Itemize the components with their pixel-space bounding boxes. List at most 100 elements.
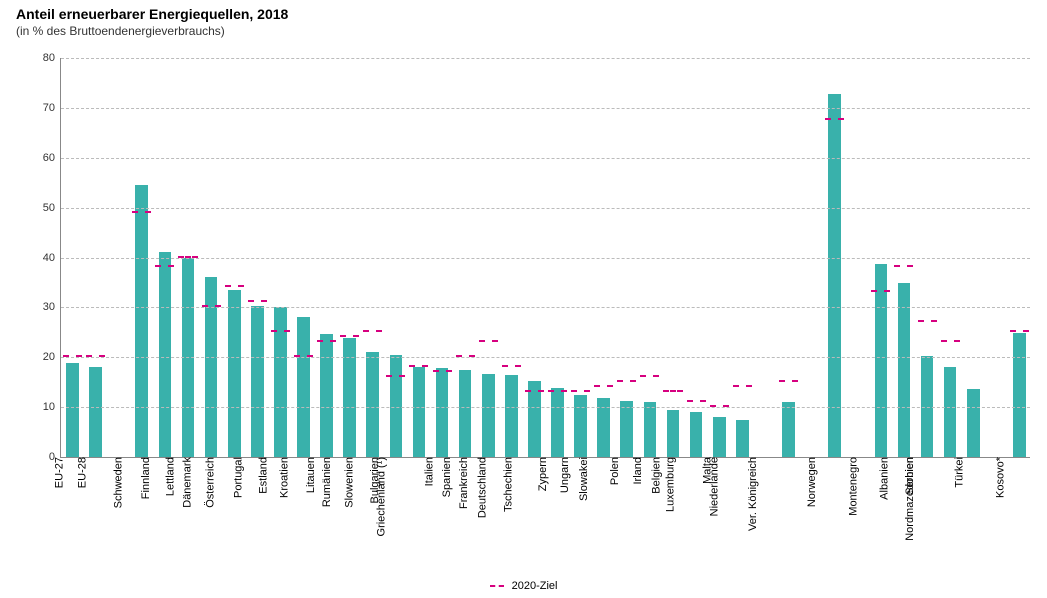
bar [66,363,79,457]
x-tick-label: Rumänien [317,457,333,507]
x-tick-label: Ungarn [555,457,571,493]
chart-title: Anteil erneuerbarer Energiequellen, 2018 [16,6,288,22]
y-tick-label: 40 [43,252,61,264]
target-marker [340,335,359,337]
x-tick-label: Litauen [301,457,317,493]
bar [644,402,657,457]
x-tick-label: Kroatien [275,457,291,498]
x-tick-label: Zypern [532,457,548,491]
y-tick-label: 30 [43,301,61,313]
x-tick-label: Italien [419,457,435,486]
x-tick-label: Lettland [160,457,176,496]
target-marker [571,390,590,392]
bar [736,420,749,457]
chart-subtitle: (in % des Bruttoendenergieverbrauchs) [16,24,288,38]
x-tick-label: Dänemark [178,457,194,508]
bar [343,338,356,457]
bar [782,402,795,457]
x-tick-label: Slowakei [574,457,590,501]
bar [413,367,426,457]
gridline [61,208,1030,209]
target-marker [409,365,428,367]
x-tick-label: Finnland [136,457,152,499]
target-marker [733,385,752,387]
bar [690,412,703,457]
bar [159,252,172,457]
bar [228,290,241,457]
x-tick-label: Montenegro [844,457,860,516]
x-tick-label: Griechenland (¹) [371,457,387,536]
bar [713,417,726,457]
bar [875,264,888,458]
gridline [61,108,1030,109]
y-tick-label: 50 [43,202,61,214]
bar [551,388,564,457]
target-marker [386,375,405,377]
bar [574,395,587,457]
plot-area: EU-27EU-28SchwedenFinnlandLettlandDänema… [60,58,1030,458]
x-tick-label: Tschechien [499,457,515,512]
bar [251,306,264,457]
target-marker [594,385,613,387]
gridline [61,258,1030,259]
x-tick-label: Slowenien [339,457,355,508]
target-marker [502,365,521,367]
target-marker [317,340,336,342]
target-marker [640,375,659,377]
bar [620,401,633,457]
target-marker [271,330,290,332]
legend-target-mark [490,585,504,587]
bar [366,352,379,457]
bar [297,317,310,457]
x-tick-label: Türkei [950,457,966,488]
target-marker [433,370,452,372]
x-tick-label: Albanien [875,457,891,500]
x-tick-label: Luxemburg [661,457,677,512]
x-tick-label: Deutschland [473,457,489,518]
bar [205,277,218,457]
x-tick-label: Frankreich [454,457,470,509]
x-tick-label: Niederlande [705,457,721,516]
gridline [61,58,1030,59]
x-tick-label: Kosovo* [991,457,1007,498]
renewable-energy-chart: Anteil erneuerbarer Energiequellen, 2018… [0,0,1047,598]
target-marker [132,211,151,213]
x-tick-label: EU-28 [72,457,88,488]
bar [944,367,957,457]
x-tick-label: Polen [605,457,621,485]
x-tick-label: Spanien [437,457,453,497]
bar [89,367,102,457]
target-marker [525,390,544,392]
x-tick-label: Schweden [108,457,124,508]
y-tick-label: 0 [49,451,61,463]
legend-label: 2020-Ziel [512,580,558,592]
y-tick-label: 80 [43,52,61,64]
target-marker [871,290,890,292]
bar [667,410,680,457]
target-marker [548,390,567,392]
target-marker [1010,330,1029,332]
target-marker [248,300,267,302]
x-tick-label: Irland [628,457,644,485]
target-marker [918,320,937,322]
target-marker [617,380,636,382]
target-marker [825,118,844,120]
y-tick-label: 70 [43,102,61,114]
target-marker [941,340,960,342]
target-marker [779,380,798,382]
x-tick-label: Portugal [229,457,245,498]
bar [459,370,472,457]
target-marker [363,330,382,332]
bar [528,381,541,457]
y-tick-label: 10 [43,401,61,413]
target-marker [663,390,682,392]
target-marker [155,265,174,267]
x-tick-label: Nordmazedonien [900,457,916,541]
target-marker [687,400,706,402]
bar [320,334,333,457]
target-marker [479,340,498,342]
bar [135,185,148,457]
target-marker [894,265,913,267]
bar [436,368,449,457]
bar [1013,333,1026,457]
